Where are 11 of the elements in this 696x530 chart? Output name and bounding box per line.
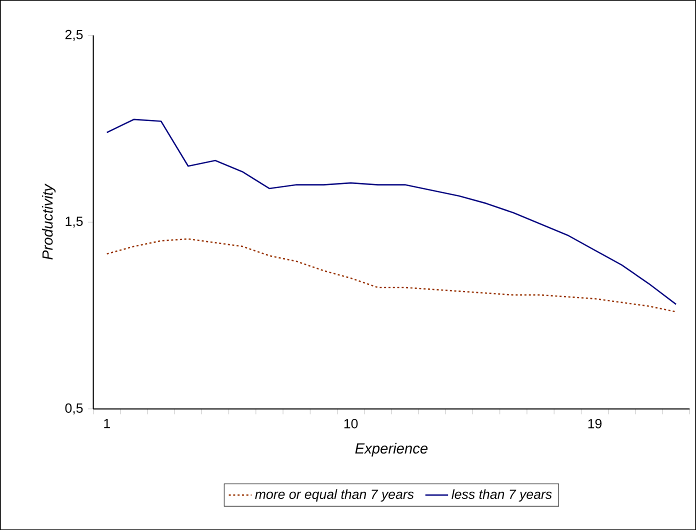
x-tick-label: 1 — [104, 418, 110, 428]
legend-label: more or equal than 7 years — [255, 489, 414, 502]
y-axis-title: Productivity — [42, 183, 56, 260]
x-tick-label: 10 — [344, 418, 358, 428]
x-tick-label: 19 — [588, 418, 602, 428]
y-tick-label: 0,5 — [65, 403, 83, 414]
y-tick-label: 2,5 — [65, 30, 83, 41]
legend-label: less than 7 years — [452, 489, 552, 502]
line-series — [106, 118, 677, 305]
y-tick-label: 1,5 — [66, 216, 83, 228]
x-axis-title: Experience — [355, 442, 428, 456]
